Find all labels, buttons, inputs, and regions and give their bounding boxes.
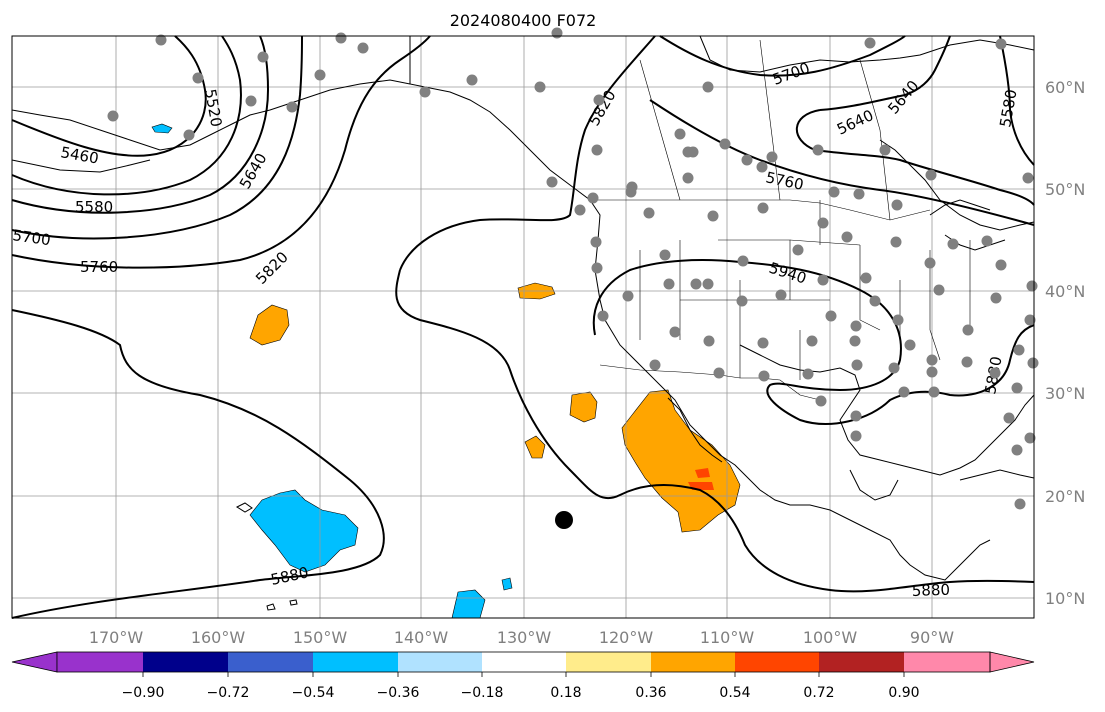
colorbar-tick-label: 0.90 (888, 685, 919, 701)
colorbar-tick-labels: −0.90 −0.72 −0.54 −0.36 −0.18 0.18 0.36 … (122, 685, 920, 701)
colorbar-ticks (142, 672, 905, 677)
colorbar-min-extend (11, 651, 58, 673)
colorbar-tick-label: −0.90 (122, 685, 165, 701)
positive-anomaly-region (249, 304, 290, 346)
colorbar-tick-label: −0.72 (207, 685, 250, 701)
lat-label: 20°N (1045, 487, 1085, 506)
contour-label: 5880 (912, 581, 951, 600)
latitude-labels: 60°N 50°N 40°N 30°N 20°N 10°N (1045, 78, 1085, 608)
lon-label: 150°W (293, 628, 348, 647)
colorbar-segment (228, 652, 313, 672)
contour-label: 5580 (75, 198, 113, 216)
height-contours (11, 35, 1035, 619)
contour-label: 5760 (80, 258, 118, 276)
colorbar-segment (482, 652, 566, 672)
positive-anomaly-region (524, 435, 546, 459)
positive-anomaly-region (569, 391, 598, 423)
lat-label: 40°N (1045, 282, 1085, 301)
colorbar-segment (735, 652, 819, 672)
storm-center-marker (555, 511, 573, 529)
negative-anomaly-region (151, 123, 173, 134)
colorbar-tick-label: −0.54 (292, 685, 335, 701)
colorbar-segment (313, 652, 398, 672)
lon-label: 170°W (89, 628, 144, 647)
colorbar-tick-label: −0.18 (461, 685, 504, 701)
colorbar-tick-label: −0.36 (377, 685, 420, 701)
lat-label: 60°N (1045, 78, 1085, 97)
chart-title: 2024080400 F072 (450, 11, 597, 30)
colorbar-tick-label: 0.54 (719, 685, 750, 701)
colorbar-tick-label: 0.36 (635, 685, 666, 701)
colorbar-tick-label: 0.18 (550, 685, 581, 701)
strong-positive-anomaly-region (695, 468, 710, 478)
colorbar-segment (143, 652, 228, 672)
negative-anomaly-region (249, 489, 359, 573)
map-panel: 5460 5520 5580 5640 5700 5760 5820 5940 … (11, 27, 1039, 619)
lon-label: 90°W (910, 628, 954, 647)
lat-label: 10°N (1045, 589, 1085, 608)
political-borders (598, 39, 971, 401)
lon-label: 140°W (394, 628, 449, 647)
colorbar-max-extend (989, 651, 1035, 673)
lon-label: 120°W (599, 628, 654, 647)
contour-label: 5700 (11, 226, 51, 249)
lon-label: 110°W (700, 628, 755, 647)
lon-label: 130°W (497, 628, 552, 647)
colorbar-outline (56, 651, 991, 673)
colorbar-segment (904, 652, 990, 672)
longitude-labels: 170°W 160°W 150°W 140°W 130°W 120°W 110°… (89, 628, 954, 647)
colorbar-segment (651, 652, 735, 672)
negative-anomaly-region (501, 577, 513, 591)
colorbar-segment (57, 652, 143, 672)
colorbar-segment (819, 652, 904, 672)
lat-label: 50°N (1045, 180, 1085, 199)
colorbar-tick-label: 0.72 (803, 685, 834, 701)
colorbar-segment (398, 652, 482, 672)
station-markers (107, 27, 1039, 510)
colorbar: −0.90 −0.72 −0.54 −0.36 −0.18 0.18 0.36 … (11, 651, 1035, 701)
lon-label: 160°W (191, 628, 246, 647)
lat-label: 30°N (1045, 384, 1085, 403)
colorbar-segment (566, 652, 651, 672)
lon-label: 100°W (803, 628, 858, 647)
